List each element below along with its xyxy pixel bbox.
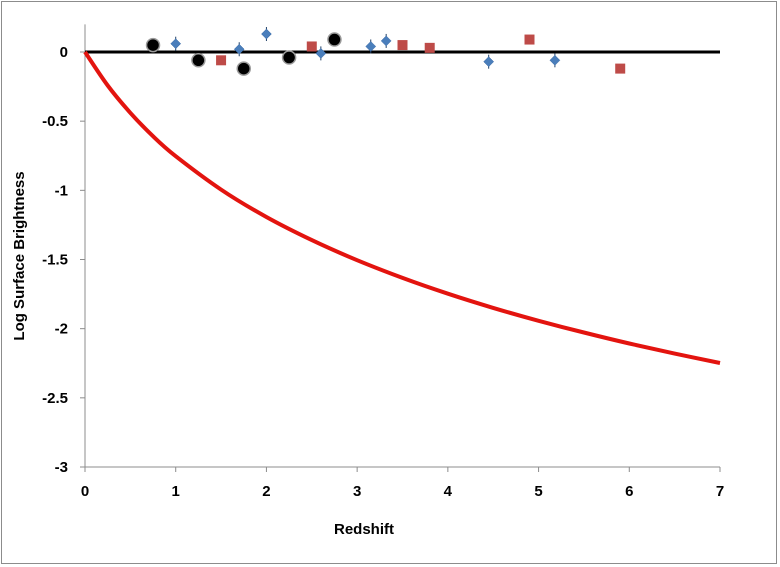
y-tick-label: -1.5 xyxy=(42,252,68,269)
y-tick-labels: 0 -0.5 -1 -1.5 -2 -2.5 -3 xyxy=(42,44,85,476)
diamond-point xyxy=(380,35,392,47)
square-point xyxy=(615,63,626,74)
square-point xyxy=(397,40,408,51)
square-point xyxy=(216,55,227,66)
x-tick-label: 7 xyxy=(716,483,724,500)
square-point xyxy=(524,34,535,45)
y-tick-label: -1 xyxy=(55,182,68,199)
y-tick-label: -2 xyxy=(55,321,68,338)
model-curve-line xyxy=(83,50,721,365)
y-tick-label: 0 xyxy=(60,44,68,61)
x-tick-label: 0 xyxy=(81,483,89,500)
diamond-point xyxy=(233,43,245,55)
diamond-point xyxy=(365,41,377,52)
circle-point xyxy=(281,50,297,65)
circle-point xyxy=(327,32,342,47)
diamond-point xyxy=(483,56,495,68)
diamond-point xyxy=(170,38,182,50)
x-tick-label: 2 xyxy=(262,483,270,500)
x-tick-label: 5 xyxy=(534,483,542,500)
diamond-point xyxy=(315,48,327,59)
x-axis-title: Redshift xyxy=(334,521,394,538)
y-tick-label: -3 xyxy=(55,459,68,476)
square-point xyxy=(306,41,317,52)
y-tick-label: -2.5 xyxy=(42,390,68,407)
data-points xyxy=(145,27,626,76)
circle-point xyxy=(191,53,206,68)
circle-point xyxy=(236,61,251,76)
y-tick-label: -0.5 xyxy=(42,113,68,130)
x-tick-label: 6 xyxy=(625,483,633,500)
circle-point xyxy=(145,37,161,53)
square-point xyxy=(424,42,435,53)
x-tick-label: 1 xyxy=(172,483,180,500)
x-tick-label: 4 xyxy=(444,483,453,500)
diamond-point xyxy=(261,28,272,40)
x-tick-label: 3 xyxy=(353,483,361,500)
y-axis-title: Log Surface Brightness xyxy=(11,171,28,340)
diamond-point xyxy=(549,54,561,66)
x-tick-labels: 0 1 2 3 4 5 6 7 xyxy=(81,467,724,500)
